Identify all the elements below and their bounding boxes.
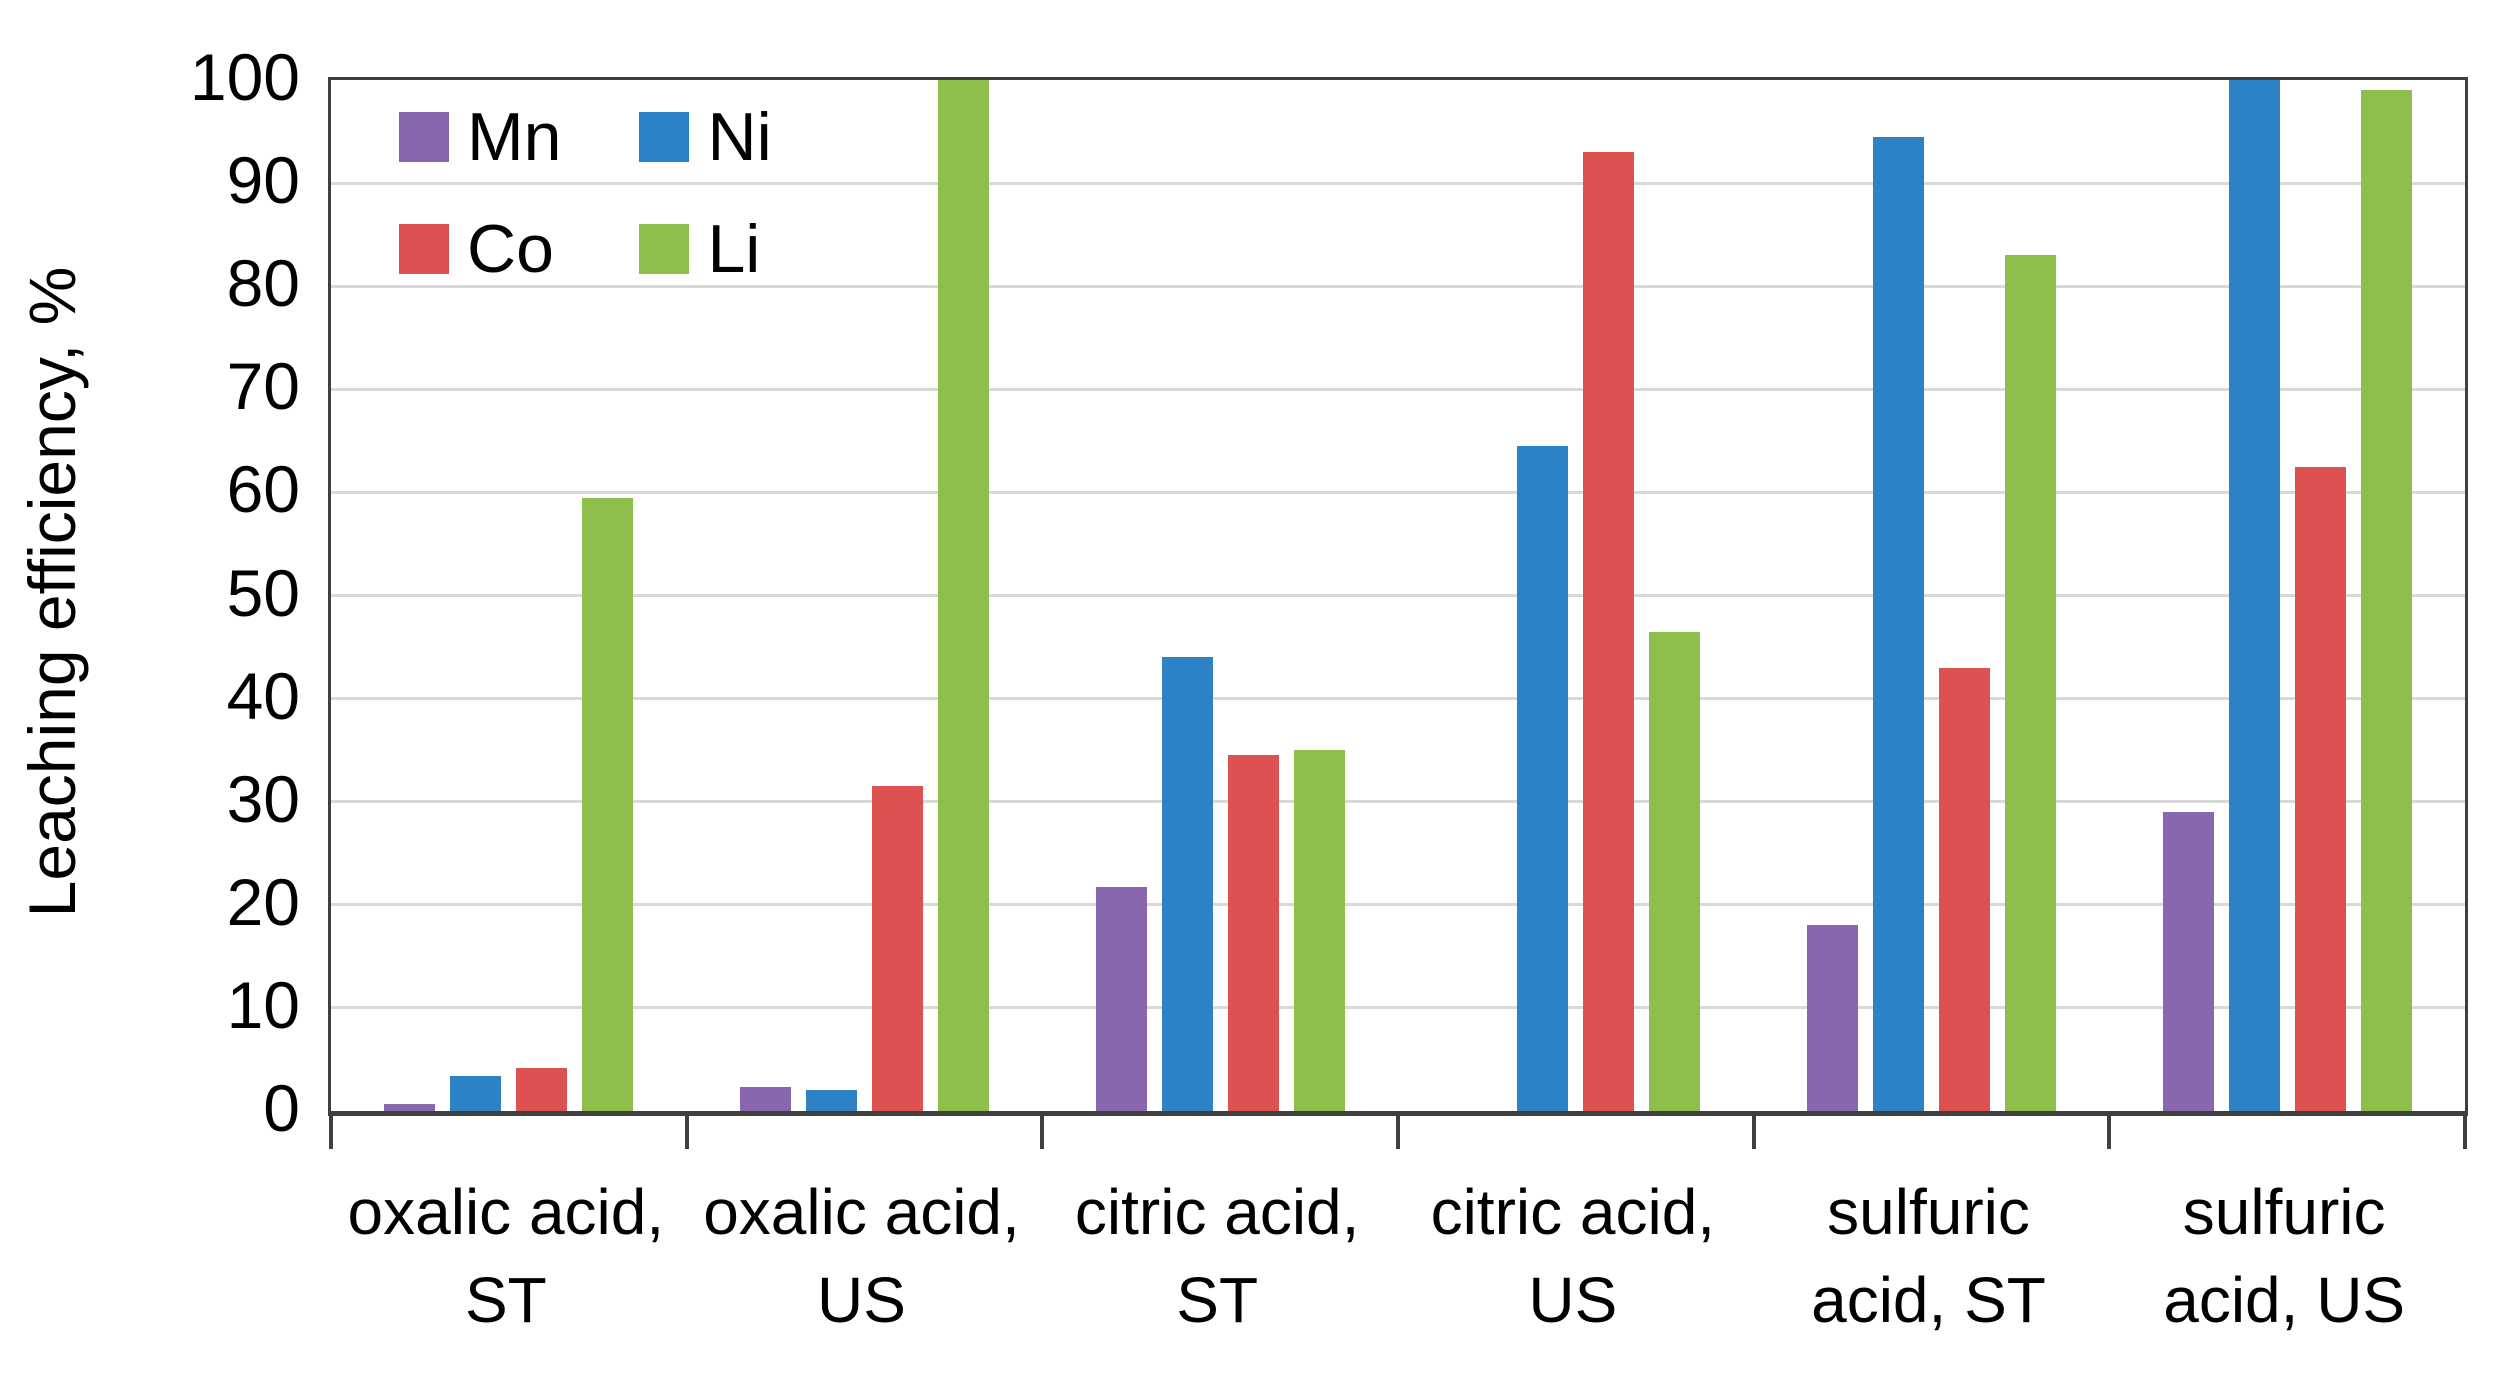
x-axis-label-line2: US — [817, 1264, 906, 1336]
legend-item-ni: Ni — [639, 98, 772, 176]
legend: Mn Ni Co Li — [399, 98, 772, 288]
legend-swatch-icon — [399, 112, 449, 162]
x-axis-labels: oxalic acid, ST oxalic acid, US citric acid,… — [328, 1168, 2462, 1388]
bar-co-1 — [516, 1067, 568, 1111]
bar-group-6 — [2109, 80, 2465, 1111]
bar-ni-1 — [450, 1075, 502, 1111]
axis-tick — [2107, 1111, 2112, 1149]
bar-ni-5 — [1872, 136, 1924, 1111]
axis-tick — [1396, 1111, 1400, 1149]
x-axis-label-4: citric acid, US — [1395, 1168, 1751, 1344]
x-axis-label-line2: ST — [1176, 1264, 1259, 1336]
legend-swatch-icon — [399, 224, 449, 274]
y-axis-tick-label: 80 — [226, 246, 300, 321]
gridline — [331, 490, 2465, 494]
bar-ni-2 — [805, 1090, 857, 1111]
axis-tick — [684, 1111, 689, 1149]
gridline — [331, 1006, 2465, 1010]
legend-label: Co — [467, 211, 554, 287]
y-axis-tick-label: 0 — [263, 1071, 300, 1145]
legend-item-mn: Mn — [399, 98, 561, 176]
y-axis-tick-label: 30 — [226, 761, 300, 836]
x-axis-label-5: sulfuric acid, ST — [1751, 1168, 2107, 1344]
bar-mn-1 — [384, 1103, 436, 1111]
gridline — [331, 800, 2465, 804]
bar-mn-5 — [1806, 925, 1858, 1111]
x-axis-label-line2: acid, ST — [1811, 1264, 2046, 1336]
bar-li-6 — [2360, 90, 2412, 1111]
bar-li-5 — [2004, 255, 2056, 1111]
x-axis-label-1: oxalic acid, ST — [328, 1168, 684, 1344]
axis-tick — [1040, 1111, 1045, 1149]
y-axis-tick-label: 50 — [226, 555, 300, 630]
bar-li-2 — [937, 80, 989, 1111]
x-axis-label-line1: sulfuric — [2182, 1176, 2386, 1248]
legend-item-li: Li — [639, 210, 771, 288]
bar-mn-3 — [1095, 887, 1147, 1111]
y-axis-tick-label: 20 — [226, 864, 300, 939]
x-axis-label-2: oxalic acid, US — [684, 1168, 1040, 1344]
legend-item-co: Co — [399, 210, 561, 288]
gridline — [331, 697, 2465, 701]
x-axis-label-line1: citric acid, — [1430, 1176, 1716, 1248]
y-axis-tick-label: 100 — [189, 40, 300, 114]
axis-tick — [329, 1111, 333, 1149]
bar-li-4 — [1649, 631, 1701, 1111]
bar-mn-2 — [739, 1087, 791, 1111]
bar-ni-6 — [2228, 80, 2280, 1111]
bar-ni-3 — [1161, 657, 1213, 1111]
y-axis-tick-label: 40 — [226, 658, 300, 733]
y-axis-tick-label: 90 — [226, 143, 300, 218]
bar-li-1 — [582, 497, 634, 1111]
x-axis-label-line2: acid, US — [2163, 1264, 2406, 1336]
gridline — [331, 387, 2465, 391]
gridline — [331, 594, 2465, 597]
legend-label: Li — [707, 211, 761, 287]
x-axis-label-line1: sulfuric — [1827, 1176, 2030, 1248]
bar-co-5 — [1938, 667, 1990, 1111]
bar-mn-6 — [2162, 812, 2214, 1111]
x-axis-label-line1: citric acid, — [1074, 1176, 1360, 1248]
bar-group-4 — [1398, 80, 1754, 1111]
bar-ni-4 — [1517, 446, 1569, 1111]
plot-area: Mn Ni Co Li — [328, 77, 2468, 1149]
x-axis-label-6: sulfuric acid, US — [2106, 1168, 2462, 1344]
legend-swatch-icon — [639, 224, 690, 274]
legend-label: Ni — [707, 99, 772, 175]
x-axis-label-3: citric acid, ST — [1039, 1168, 1395, 1344]
bar-co-4 — [1583, 152, 1635, 1111]
gridline — [331, 181, 2465, 185]
bar-co-6 — [2294, 466, 2346, 1111]
axis-tick — [2463, 1111, 2467, 1149]
bar-group-3 — [1042, 80, 1398, 1111]
x-axis-label-line2: US — [1528, 1264, 1618, 1336]
bar-group-1 — [331, 80, 687, 1111]
bar-li-3 — [1293, 750, 1345, 1111]
x-axis-label-line2: ST — [464, 1264, 547, 1336]
y-axis-tick-label: 10 — [226, 967, 300, 1042]
bar-group-2 — [687, 80, 1043, 1111]
y-axis-tick-label: 60 — [226, 452, 300, 527]
gridline — [331, 903, 2465, 907]
y-axis-tick-label: 70 — [226, 349, 300, 424]
bar-co-3 — [1227, 755, 1279, 1111]
x-axis-label-line1: oxalic acid, — [347, 1176, 665, 1248]
bar-group-5 — [1754, 80, 2110, 1111]
x-axis-label-line1: oxalic acid, — [703, 1176, 1020, 1248]
legend-label: Mn — [467, 99, 562, 175]
axis-tick — [1751, 1111, 1756, 1149]
bar-co-2 — [871, 786, 923, 1111]
legend-swatch-icon — [639, 112, 690, 162]
gridline — [331, 284, 2465, 288]
